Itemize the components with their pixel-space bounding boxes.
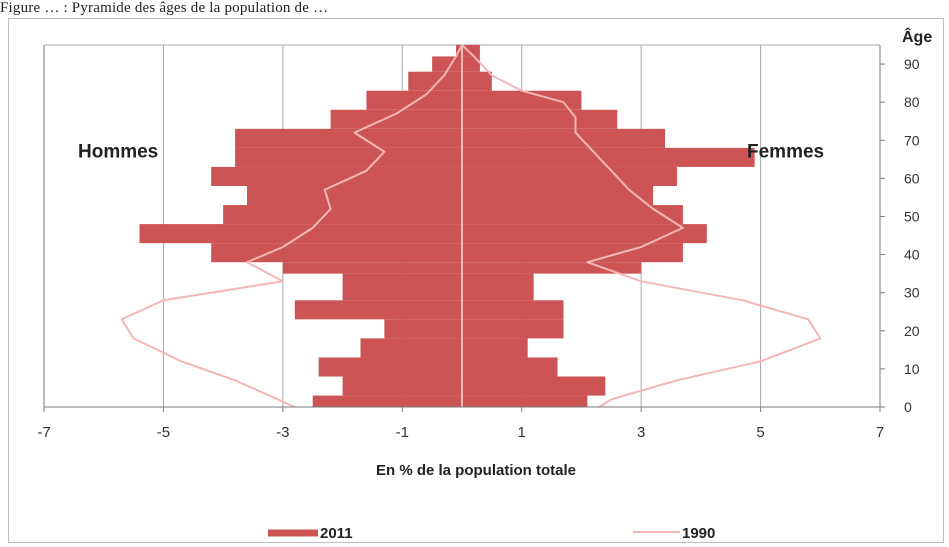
x-tick-label-1: -5 bbox=[157, 424, 170, 441]
bar-male-16 bbox=[366, 90, 462, 110]
x-tick-label-5: 3 bbox=[637, 424, 645, 441]
chart-frame bbox=[8, 18, 944, 543]
y-tick-label-7: 70 bbox=[904, 132, 920, 148]
bar-male-2 bbox=[318, 357, 462, 377]
bar-female-6 bbox=[462, 273, 534, 301]
annotation-femmes: Femmes bbox=[747, 142, 824, 163]
y-tick-label-8: 80 bbox=[904, 94, 920, 110]
bar-female-13 bbox=[462, 147, 755, 167]
bar-female-17 bbox=[462, 71, 492, 91]
bar-female-12 bbox=[462, 166, 677, 186]
y-tick-label-0: 0 bbox=[904, 399, 912, 415]
series-line-1990 bbox=[120, 44, 822, 408]
bar-male-12 bbox=[211, 166, 462, 186]
x-tick-label-3: -1 bbox=[396, 424, 409, 441]
x-axis-label: En % de la population totale bbox=[376, 462, 576, 479]
bar-male-4 bbox=[384, 319, 462, 339]
bar-female-5 bbox=[462, 300, 564, 320]
x-tick-label-2: -3 bbox=[276, 424, 289, 441]
bar-male-0 bbox=[312, 395, 462, 407]
bar-female-2 bbox=[462, 357, 558, 377]
bar-male-3 bbox=[360, 338, 462, 358]
bar-male-1 bbox=[342, 376, 462, 396]
y-tick-label-1: 10 bbox=[904, 361, 920, 377]
bar-male-10 bbox=[223, 205, 462, 225]
bar-male-7 bbox=[282, 262, 462, 274]
bar-male-13 bbox=[235, 147, 462, 167]
legend: 2011 1990 bbox=[268, 525, 715, 542]
bar-female-7 bbox=[462, 262, 642, 274]
bar-male-9 bbox=[139, 224, 463, 244]
bar-female-18 bbox=[462, 56, 480, 72]
bar-female-9 bbox=[462, 224, 707, 244]
x-tick-label-4: 1 bbox=[518, 424, 526, 441]
x-tick-label-6: 5 bbox=[756, 424, 764, 441]
bars-2011 bbox=[139, 45, 755, 407]
legend-label-2011: 2011 bbox=[320, 525, 353, 542]
y-tick-label-4: 40 bbox=[904, 247, 920, 263]
bar-female-8 bbox=[462, 243, 683, 263]
bar-female-11 bbox=[462, 185, 654, 206]
bar-female-4 bbox=[462, 319, 564, 339]
bar-female-19 bbox=[462, 45, 480, 57]
bar-male-14 bbox=[235, 128, 462, 148]
bar-female-1 bbox=[462, 376, 606, 396]
bar-female-16 bbox=[462, 90, 582, 110]
annotation-hommes: Hommes bbox=[78, 142, 158, 163]
y-tick-label-9: 90 bbox=[904, 56, 920, 72]
y-tick-label-5: 50 bbox=[904, 208, 920, 224]
bar-male-8 bbox=[211, 243, 462, 263]
bar-female-14 bbox=[462, 128, 666, 148]
bar-female-3 bbox=[462, 338, 528, 358]
figure-caption: Figure … : Pyramide des âges de la popul… bbox=[0, 0, 329, 16]
bar-female-10 bbox=[462, 205, 683, 225]
y-axis-label: Âge bbox=[902, 27, 932, 46]
bar-male-17 bbox=[408, 71, 462, 91]
y-tick-label-2: 20 bbox=[904, 323, 920, 339]
bar-male-5 bbox=[294, 300, 462, 320]
line-1990 bbox=[120, 44, 822, 408]
axes bbox=[43, 45, 885, 412]
bar-female-15 bbox=[462, 109, 618, 129]
bar-male-11 bbox=[247, 185, 462, 206]
x-tick-label-0: -7 bbox=[37, 424, 50, 441]
legend-label-1990: 1990 bbox=[682, 525, 715, 542]
bar-male-6 bbox=[342, 273, 462, 301]
x-tick-label-7: 7 bbox=[876, 424, 884, 441]
y-tick-label-3: 30 bbox=[904, 285, 920, 301]
bar-female-0 bbox=[462, 395, 588, 407]
bar-male-15 bbox=[330, 109, 462, 129]
y-tick-label-6: 60 bbox=[904, 170, 920, 186]
